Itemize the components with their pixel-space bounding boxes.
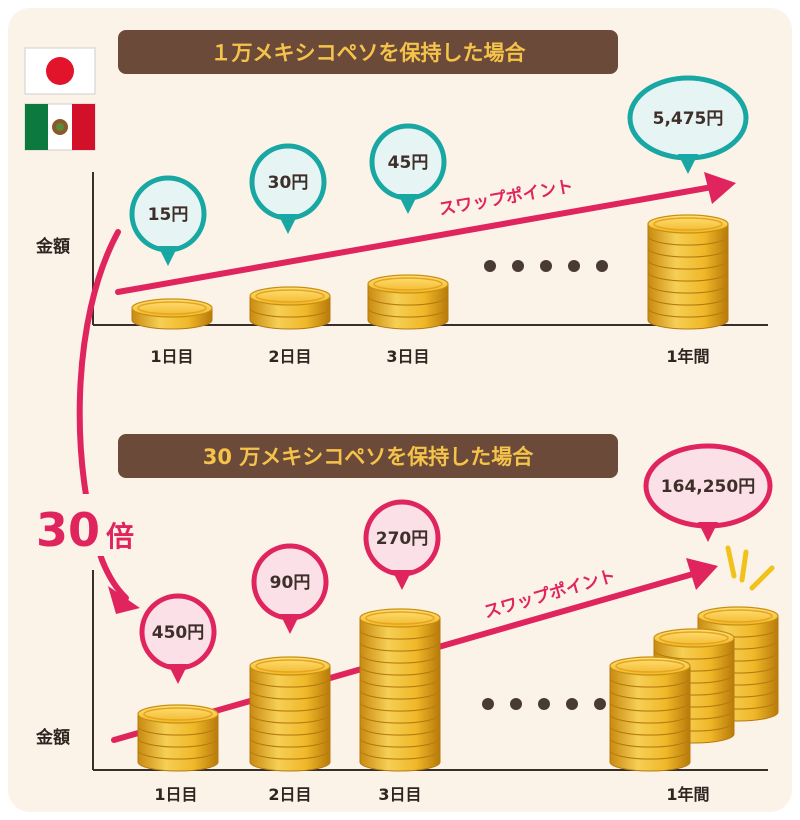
bottom-coins-day1 (137, 704, 219, 772)
bottom-coins-day3 (359, 608, 441, 772)
multiplier-label: 30 倍 (32, 494, 162, 557)
top-swap-arrow-head (704, 172, 736, 204)
top-banner-text: １万メキシコペソを保持した場合 (211, 41, 527, 65)
top-bubble-day3: 45円 (369, 123, 447, 214)
top-coins-day2 (249, 286, 331, 330)
bottom-x-label-year: 1年間 (666, 785, 709, 804)
top-value-day1: 15円 (148, 205, 189, 225)
bottom-value-year: 164,250円 (661, 477, 755, 497)
top-coins-day3 (367, 274, 449, 330)
top-coins-day1 (131, 298, 213, 330)
top-swap-arrow (115, 183, 721, 295)
bottom-coins-day2 (249, 656, 331, 772)
top-value-year: 5,475円 (653, 109, 724, 129)
top-bubble-year: 5,475円 (627, 75, 749, 174)
multiplier-unit: 倍 (106, 520, 134, 553)
bottom-y-axis-label: 金額 (35, 727, 70, 748)
bottom-coins-year-front (609, 656, 691, 772)
top-coins-year (647, 214, 729, 330)
bottom-x-label-day2: 2日目 (268, 785, 311, 804)
bottom-swap-arrow-head (686, 558, 718, 590)
top-x-label-day2: 2日目 (268, 347, 311, 366)
bottom-value-day1: 450円 (152, 623, 205, 643)
bottom-value-day2: 90円 (270, 573, 311, 593)
multiplier-arrow-head (108, 586, 140, 614)
top-x-label-day1: 1日目 (150, 347, 193, 366)
coin-stacks (131, 214, 779, 772)
bottom-ellipsis (482, 698, 606, 710)
top-banner: １万メキシコペソを保持した場合 (118, 30, 618, 74)
bottom-banner-text: 30 万メキシコペソを保持した場合 (203, 445, 535, 469)
bottom-value-day3: 270円 (376, 529, 429, 549)
bottom-bubble-year: 164,250円 (643, 443, 773, 542)
top-bubble-day2: 30円 (249, 143, 327, 234)
bottom-x-label-day3: 3日目 (378, 785, 421, 804)
top-y-axis-label: 金額 (35, 236, 70, 257)
top-bubble-day1: 15円 (129, 175, 207, 266)
mexico-flag-icon (24, 103, 96, 151)
bottom-x-label-day1: 1日目 (154, 785, 197, 804)
bottom-bubble-day3: 270円 (363, 499, 441, 590)
bottom-banner: 30 万メキシコペソを保持した場合 (118, 434, 618, 478)
bottom-bubble-day2: 90円 (251, 543, 329, 634)
top-x-label-year: 1年間 (666, 347, 709, 366)
top-ellipsis (484, 260, 608, 272)
japan-flag-icon (24, 47, 96, 95)
top-value-day2: 30円 (268, 173, 309, 193)
multiplier-arrow (76, 229, 129, 601)
top-x-label-day3: 3日目 (386, 347, 429, 366)
multiplier-number: 30 (36, 503, 100, 557)
top-value-day3: 45円 (388, 153, 429, 173)
bottom-bubble-day1: 450円 (139, 593, 217, 684)
sparkle-icon (725, 545, 775, 591)
